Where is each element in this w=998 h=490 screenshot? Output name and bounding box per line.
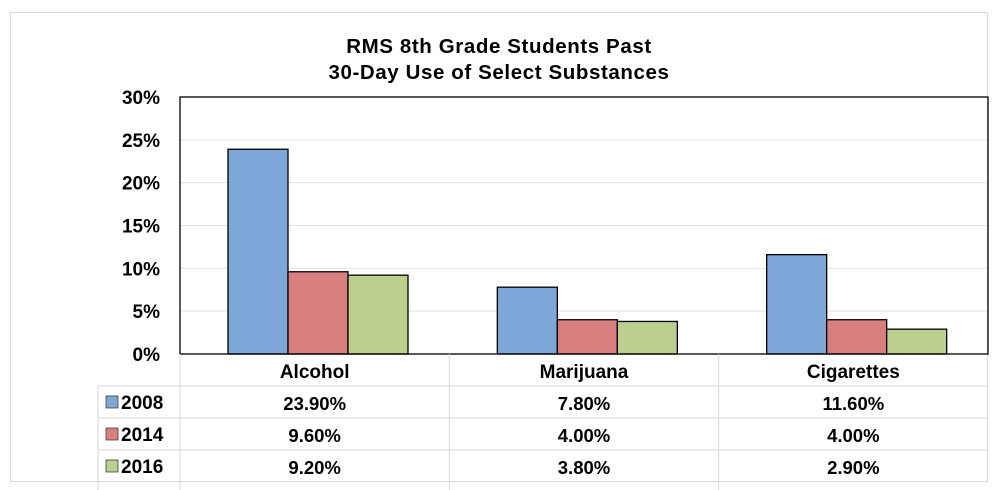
bar-2008-marijuana: [496, 286, 558, 355]
data-label-2014-cigarettes: 4.00%: [827, 425, 879, 446]
legend-label-2008: 2008: [121, 393, 163, 414]
legend-key-2016: [105, 459, 119, 473]
chart-title-line-2: 30-Day Use of Select Substances: [328, 61, 670, 84]
data-label-2016-alcohol: 9.20%: [288, 457, 340, 478]
data-label-2008-alcohol: 23.90%: [283, 393, 346, 414]
y-tick-label: 30%: [122, 88, 160, 109]
legend-key-2014: [105, 427, 119, 441]
y-tick-label: 10%: [122, 259, 160, 280]
bar-2016-alcohol: [347, 274, 409, 355]
bar-2014-alcohol: [287, 271, 349, 355]
y-tick-label: 20%: [122, 174, 160, 195]
bar-2016-marijuana: [616, 320, 678, 355]
category-label-alcohol: Alcohol: [280, 362, 350, 383]
category-label-cigarettes: Cigarettes: [807, 362, 900, 383]
data-label-2016-marijuana: 3.80%: [558, 457, 610, 478]
y-tick-label: 15%: [122, 217, 160, 238]
bar-2014-marijuana: [556, 319, 618, 355]
chart-title: RMS 8th Grade Students Past 30-Day Use o…: [0, 34, 998, 86]
legend-label-2014: 2014: [121, 425, 164, 446]
data-label-2014-marijuana: 4.00%: [558, 425, 610, 446]
bar-2016-cigarettes: [886, 328, 948, 355]
chart-title-line-1: RMS 8th Grade Students Past: [346, 35, 652, 58]
bar-2008-cigarettes: [766, 253, 828, 355]
y-tick-label: 0%: [133, 345, 161, 366]
data-label-2016-cigarettes: 2.90%: [827, 457, 879, 478]
data-label-2008-marijuana: 7.80%: [558, 393, 610, 414]
legend-key-2008: [105, 395, 119, 409]
bar-2008-alcohol: [227, 148, 289, 355]
data-label-2014-alcohol: 9.60%: [288, 425, 340, 446]
data-label-2008-cigarettes: 11.60%: [822, 393, 884, 414]
bar-2014-cigarettes: [826, 319, 888, 355]
category-label-marijuana: Marijuana: [540, 362, 629, 383]
y-tick-label: 5%: [133, 302, 161, 323]
legend-label-2016: 2016: [121, 457, 163, 478]
chart-frame: [10, 12, 988, 482]
plot-area-border: [179, 96, 989, 355]
y-tick-label: 25%: [122, 131, 160, 152]
